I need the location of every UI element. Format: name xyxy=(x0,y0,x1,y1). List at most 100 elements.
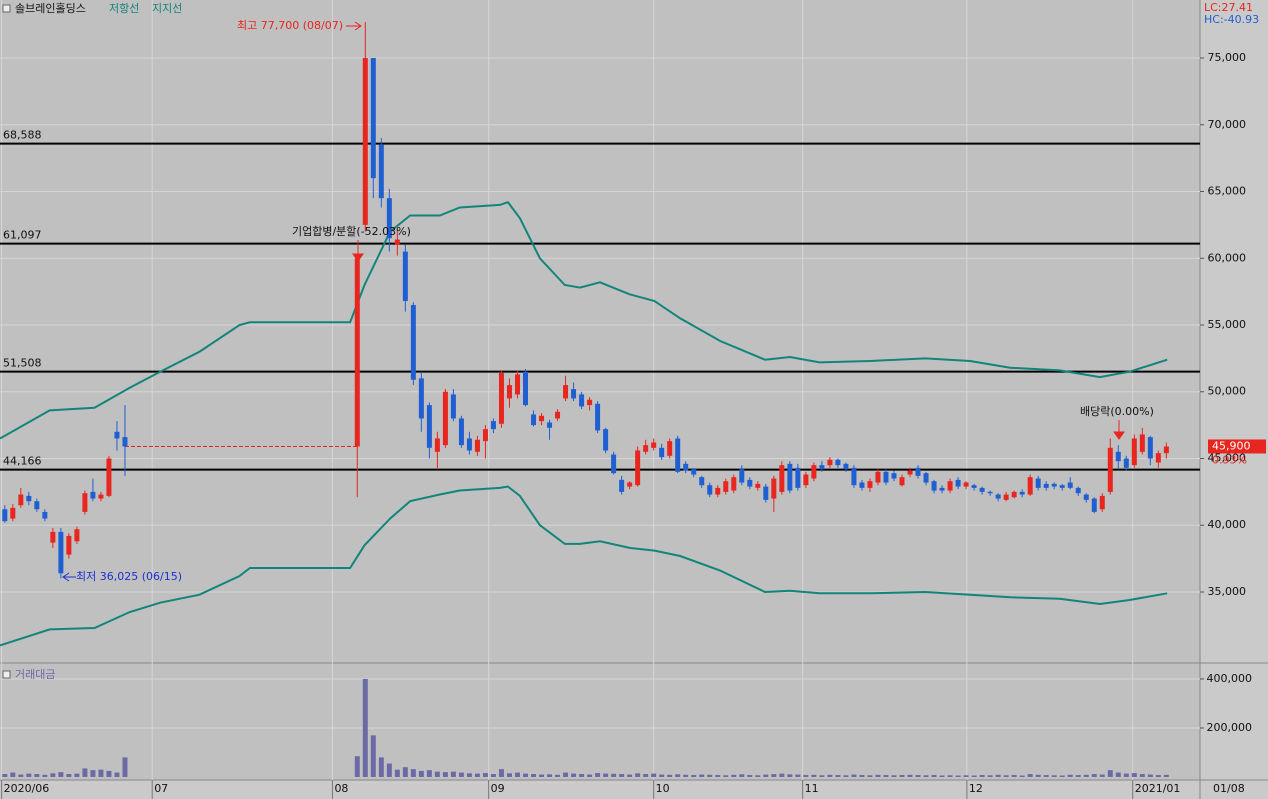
volume-bar xyxy=(1123,773,1129,777)
candle-body xyxy=(490,421,496,430)
candle-body xyxy=(514,374,520,395)
volume-bar xyxy=(635,773,641,777)
candle-body xyxy=(907,470,913,475)
candle-body xyxy=(18,494,24,506)
volume-bar xyxy=(1131,773,1137,777)
volume-bar xyxy=(378,757,384,777)
volume-bar xyxy=(867,775,873,777)
candle-body xyxy=(859,482,865,488)
axis-bg xyxy=(1200,0,1268,799)
arrow xyxy=(346,21,362,31)
y-tick-label: 40,000 xyxy=(1208,518,1247,531)
candle-body xyxy=(779,465,785,492)
candle-body xyxy=(603,429,609,451)
candle-body xyxy=(50,531,56,543)
volume-bar xyxy=(514,772,520,777)
candle-body xyxy=(523,371,529,406)
candle-body xyxy=(1019,491,1025,495)
volume-bar xyxy=(979,775,985,777)
volume-bar xyxy=(899,775,905,777)
candle-body xyxy=(418,378,424,419)
volume-bar xyxy=(114,772,120,777)
plot-bg xyxy=(0,0,1200,780)
candle-body xyxy=(2,509,8,522)
candle-body xyxy=(1147,437,1153,459)
volume-bar xyxy=(811,774,817,777)
candle-body xyxy=(1107,447,1113,492)
volume-bar xyxy=(354,756,360,777)
level-label: 44,166 xyxy=(3,455,42,468)
volume-bar xyxy=(1091,774,1097,777)
volume-bar xyxy=(963,775,969,777)
candle-body xyxy=(34,501,40,510)
volume-bar xyxy=(611,773,617,777)
candle-body xyxy=(579,394,585,407)
marks xyxy=(0,21,1200,777)
candle-body xyxy=(106,458,112,496)
arrow xyxy=(1113,420,1125,440)
volume-bar xyxy=(1051,775,1057,777)
volume-bar xyxy=(659,774,665,777)
volume-bar xyxy=(50,773,56,777)
volume-bar xyxy=(755,775,761,777)
candle-body xyxy=(891,473,897,479)
candle-body xyxy=(98,494,104,499)
volume-bar xyxy=(627,774,633,777)
volume-bar xyxy=(803,775,809,777)
volume-bar xyxy=(539,774,545,777)
volume-bar xyxy=(859,775,865,777)
candle-body xyxy=(442,391,448,446)
annotation: 최저 36,025 (06/15) xyxy=(76,570,182,583)
x-tick-label: 09 xyxy=(491,782,505,795)
annotation: 배당락(0.00%) xyxy=(1080,405,1154,418)
candle-body xyxy=(987,491,993,494)
volume-bar xyxy=(1163,774,1169,777)
volume-bar xyxy=(723,775,729,777)
volume-bar xyxy=(1139,774,1145,777)
volume-bar xyxy=(370,735,376,777)
volume-bar xyxy=(875,774,881,777)
candle-body xyxy=(1155,453,1161,463)
candle-body xyxy=(354,258,360,447)
volume-bar xyxy=(907,774,913,777)
volume-bar xyxy=(1115,772,1121,777)
candle-body xyxy=(643,445,649,452)
legend-entry: 저항선 xyxy=(109,2,139,15)
volume-bar xyxy=(923,775,929,777)
y-tick-label: 50,000 xyxy=(1208,385,1247,398)
candle-body xyxy=(386,198,392,239)
candle-body xyxy=(1123,458,1129,468)
volume-bar xyxy=(603,773,609,777)
candle-body xyxy=(370,58,376,179)
volume-bar xyxy=(394,769,400,777)
candle-body xyxy=(58,531,64,574)
volume-bar xyxy=(474,773,480,777)
volume-bar xyxy=(531,774,537,777)
candle-body xyxy=(947,481,953,491)
volume-bar xyxy=(1027,774,1033,777)
candle-body xyxy=(10,507,16,519)
volume-bar xyxy=(1035,774,1041,777)
candle-body xyxy=(867,481,873,488)
volume-bar xyxy=(691,775,697,777)
candle-body xyxy=(498,373,504,424)
volume-bar xyxy=(1019,775,1025,777)
volume-bar xyxy=(1003,775,1009,777)
candle-body xyxy=(90,491,96,499)
volume-bar xyxy=(619,774,625,777)
candle-body xyxy=(667,441,673,456)
band-line xyxy=(0,485,1168,647)
legend-entry: 지지선 xyxy=(152,2,182,15)
candle-body xyxy=(378,144,384,199)
volume-bar xyxy=(571,773,577,777)
candle-body xyxy=(587,399,593,406)
volume-bar xyxy=(1011,775,1017,777)
candle-body xyxy=(731,477,737,491)
volume-bar xyxy=(547,774,553,777)
candle-body xyxy=(707,485,713,495)
candle-body xyxy=(555,411,561,419)
candle-body xyxy=(450,394,456,419)
x-tick-label: 08 xyxy=(334,782,348,795)
y-tick-label: 75,000 xyxy=(1208,51,1247,64)
volume-bar xyxy=(434,771,440,777)
